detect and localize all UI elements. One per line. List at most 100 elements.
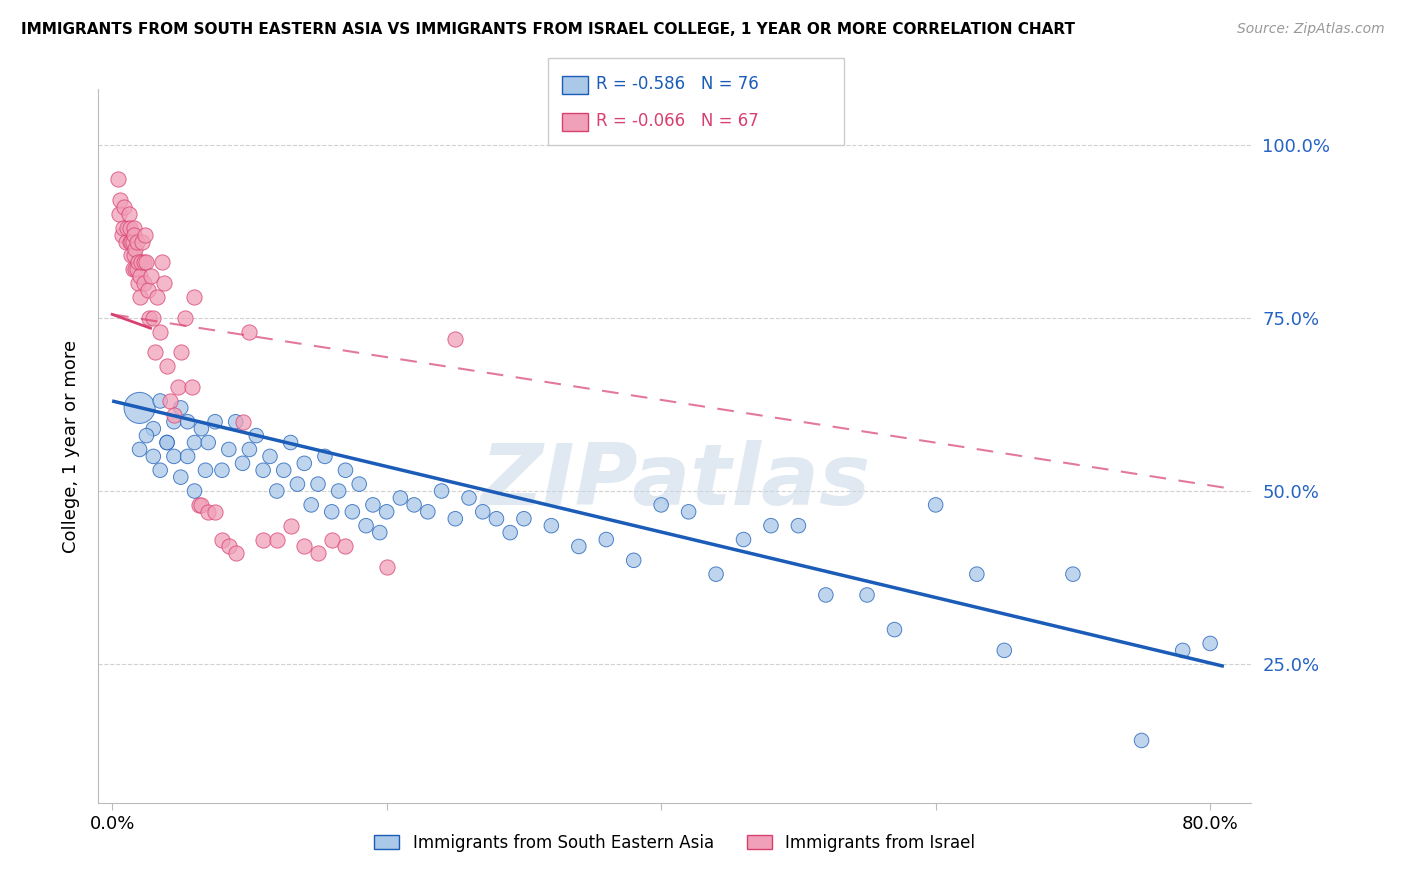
- Point: [321, 533, 343, 547]
- Point: [211, 533, 233, 547]
- Point: [444, 332, 467, 346]
- Point: [146, 290, 169, 304]
- Point: [163, 415, 186, 429]
- Point: [128, 269, 150, 284]
- Point: [122, 248, 145, 262]
- Point: [1199, 636, 1222, 650]
- Point: [120, 235, 142, 249]
- Point: [142, 422, 165, 436]
- Point: [787, 518, 810, 533]
- Point: [252, 463, 274, 477]
- Point: [159, 394, 181, 409]
- Point: [156, 435, 179, 450]
- Point: [138, 310, 160, 325]
- Point: [135, 255, 157, 269]
- Point: [375, 560, 398, 574]
- Point: [430, 483, 453, 498]
- Point: [122, 227, 145, 242]
- Point: [444, 512, 467, 526]
- Text: Source: ZipAtlas.com: Source: ZipAtlas.com: [1237, 22, 1385, 37]
- Point: [124, 262, 146, 277]
- Point: [149, 463, 172, 477]
- Point: [118, 220, 141, 235]
- Point: [1062, 567, 1084, 582]
- Point: [259, 450, 281, 464]
- Point: [238, 442, 260, 457]
- Point: [128, 442, 150, 457]
- Point: [273, 463, 295, 477]
- Point: [134, 227, 156, 242]
- Point: [170, 345, 193, 359]
- Point: [156, 435, 179, 450]
- Point: [266, 483, 288, 498]
- Point: [125, 262, 148, 277]
- Point: [128, 401, 150, 415]
- Point: [174, 310, 197, 325]
- Point: [280, 435, 302, 450]
- Point: [321, 505, 343, 519]
- Point: [149, 325, 172, 339]
- Point: [122, 220, 145, 235]
- Point: [231, 415, 254, 429]
- Point: [540, 518, 562, 533]
- Point: [204, 415, 226, 429]
- Point: [252, 533, 274, 547]
- Point: [197, 505, 219, 519]
- Point: [170, 401, 193, 415]
- Point: [856, 588, 879, 602]
- Point: [471, 505, 494, 519]
- Point: [143, 345, 166, 359]
- Point: [124, 242, 146, 256]
- Point: [135, 428, 157, 442]
- Point: [389, 491, 412, 505]
- Point: [650, 498, 672, 512]
- Point: [292, 540, 315, 554]
- Point: [993, 643, 1015, 657]
- Text: R = -0.586   N = 76: R = -0.586 N = 76: [596, 75, 759, 93]
- Point: [108, 207, 131, 221]
- Point: [163, 408, 186, 422]
- Point: [225, 415, 247, 429]
- Point: [328, 483, 350, 498]
- Point: [125, 235, 148, 249]
- Point: [287, 477, 309, 491]
- Point: [150, 255, 173, 269]
- Point: [149, 394, 172, 409]
- Point: [347, 477, 370, 491]
- Point: [595, 533, 617, 547]
- Point: [112, 220, 135, 235]
- Point: [139, 269, 162, 284]
- Point: [1130, 733, 1153, 747]
- Point: [204, 505, 226, 519]
- Point: [190, 422, 212, 436]
- Point: [190, 498, 212, 512]
- Text: R = -0.066   N = 67: R = -0.066 N = 67: [596, 112, 759, 130]
- Point: [136, 283, 159, 297]
- Point: [129, 255, 152, 269]
- Point: [120, 248, 142, 262]
- Point: [118, 235, 141, 249]
- Point: [132, 255, 155, 269]
- Point: [266, 533, 288, 547]
- Point: [176, 415, 198, 429]
- Point: [187, 498, 209, 512]
- Point: [238, 325, 260, 339]
- Point: [883, 623, 905, 637]
- Point: [218, 540, 240, 554]
- Point: [121, 235, 143, 249]
- Point: [218, 442, 240, 457]
- Text: IMMIGRANTS FROM SOUTH EASTERN ASIA VS IMMIGRANTS FROM ISRAEL COLLEGE, 1 YEAR OR : IMMIGRANTS FROM SOUTH EASTERN ASIA VS IM…: [21, 22, 1076, 37]
- Point: [335, 463, 357, 477]
- Point: [163, 450, 186, 464]
- Point: [814, 588, 837, 602]
- Point: [759, 518, 782, 533]
- Point: [458, 491, 481, 505]
- Point: [280, 518, 302, 533]
- Point: [107, 172, 129, 186]
- Point: [211, 463, 233, 477]
- Point: [117, 207, 139, 221]
- Point: [335, 540, 357, 554]
- Point: [225, 546, 247, 560]
- Point: [375, 505, 398, 519]
- Point: [368, 525, 391, 540]
